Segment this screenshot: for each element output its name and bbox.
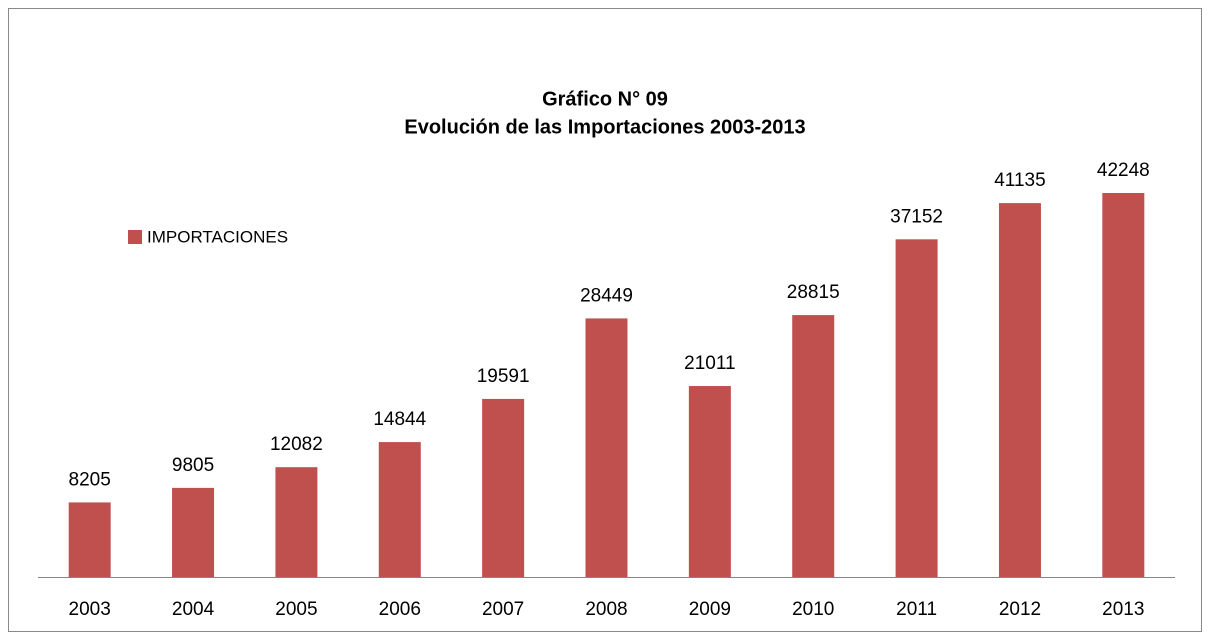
chart-title: Gráfico N° 09	[542, 88, 668, 110]
x-tick-label: 2009	[689, 599, 731, 620]
x-tick-label: 2008	[585, 599, 627, 620]
bar	[585, 318, 628, 577]
data-label: 41135	[994, 170, 1045, 191]
bar	[68, 502, 111, 577]
bar	[998, 203, 1041, 577]
bar	[1102, 193, 1145, 577]
data-label: 28815	[787, 282, 840, 303]
x-tick-label: 2003	[69, 599, 111, 620]
data-label: 12082	[270, 434, 323, 455]
bar	[172, 487, 215, 577]
bar	[792, 315, 835, 577]
bar	[895, 239, 938, 578]
data-label: 8205	[69, 469, 111, 490]
data-label: 28449	[580, 285, 633, 306]
chart-subtitle: Evolución de las Importaciones 2003-2013	[404, 116, 805, 138]
x-tick-label: 2011	[896, 599, 937, 620]
bar	[378, 442, 421, 577]
bar	[275, 467, 318, 577]
data-label: 42248	[1097, 160, 1150, 181]
x-tick-label: 2013	[1102, 599, 1144, 620]
x-tick-label: 2012	[999, 599, 1041, 620]
data-label: 21011	[684, 353, 735, 374]
data-label: 37152	[890, 206, 943, 227]
legend-swatch	[128, 230, 142, 244]
bar	[482, 398, 525, 577]
legend-label: IMPORTACIONES	[147, 227, 288, 246]
x-tick-label: 2005	[275, 599, 317, 620]
data-label: 9805	[172, 455, 214, 476]
x-tick-label: 2010	[792, 599, 834, 620]
x-tick-label: 2007	[482, 599, 524, 620]
data-label: 19591	[477, 366, 530, 387]
bar	[688, 386, 731, 577]
x-tick-label: 2006	[379, 599, 421, 620]
x-tick-label: 2004	[172, 599, 215, 620]
data-label: 14844	[373, 409, 426, 430]
